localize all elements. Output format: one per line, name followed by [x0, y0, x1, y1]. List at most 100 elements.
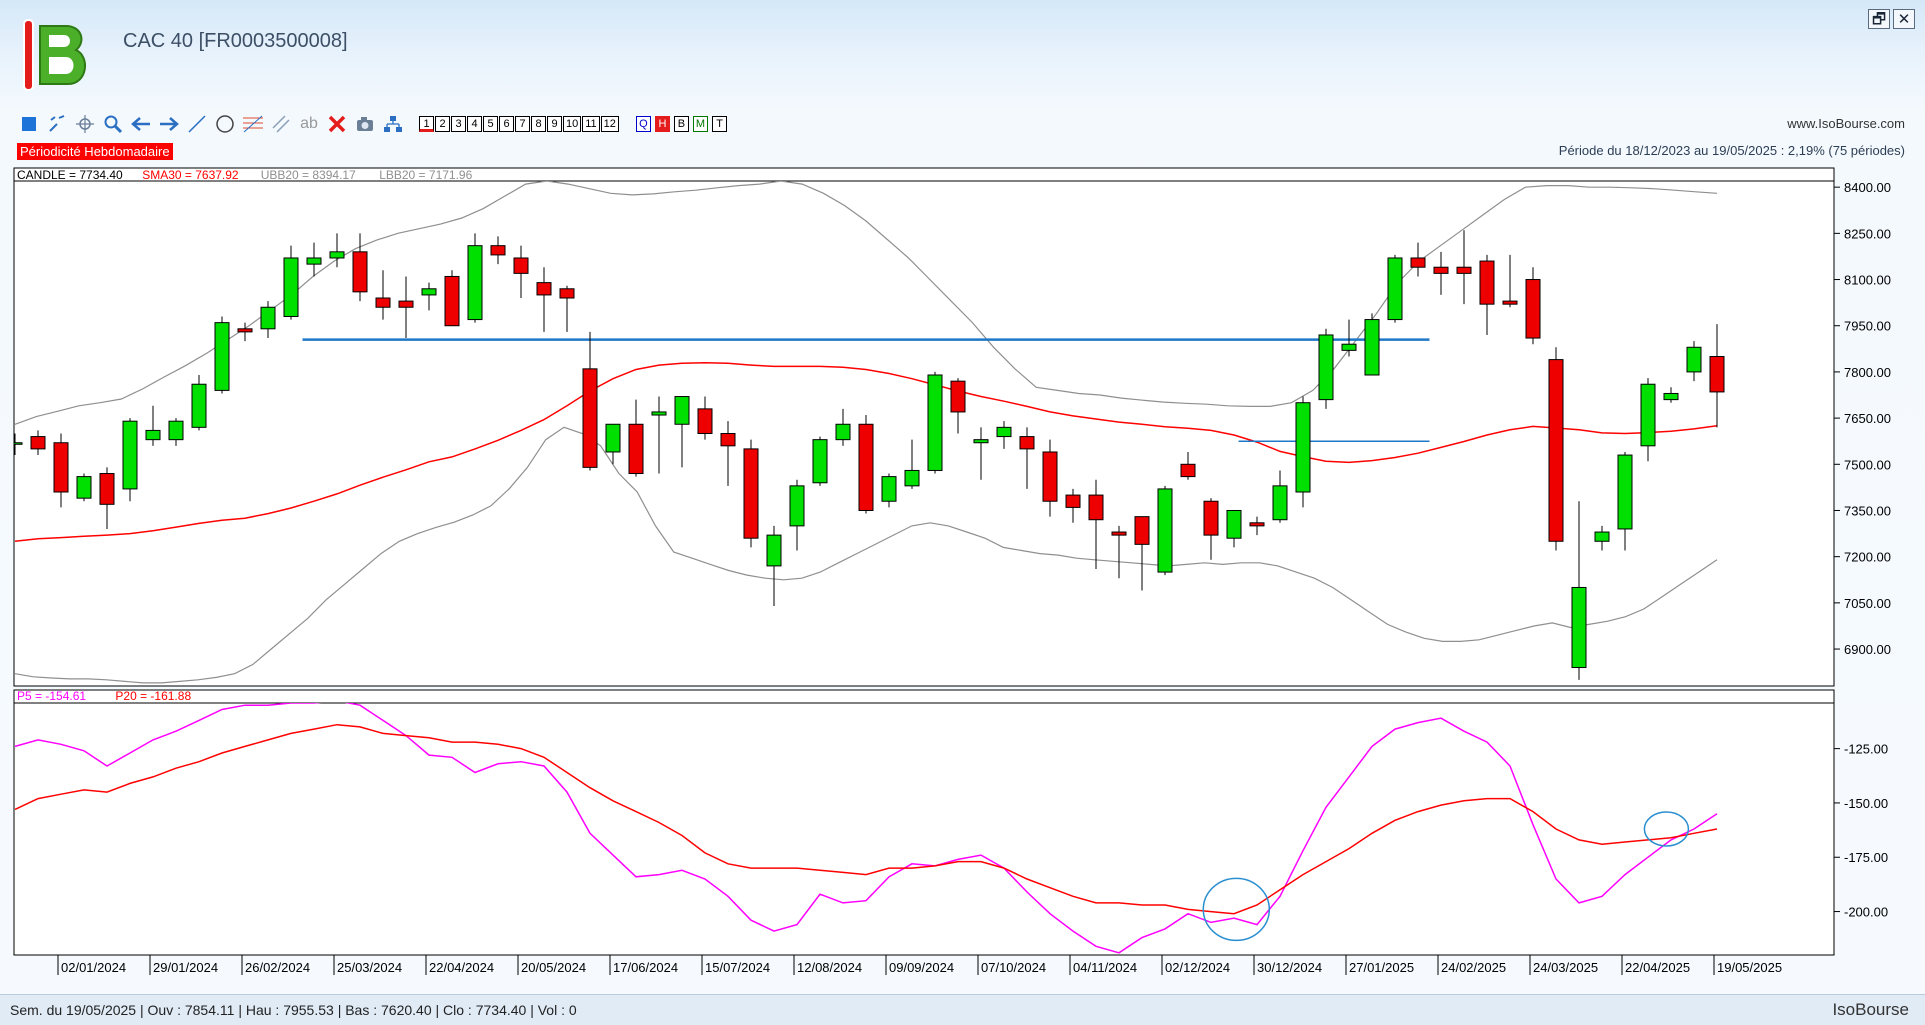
candle-up [191, 383, 207, 428]
x-tick-label: 07/10/2024 [981, 960, 1046, 975]
period-info: Période du 18/12/2023 au 19/05/2025 : 2,… [1558, 143, 1905, 158]
x-tick-label: 22/04/2025 [1625, 960, 1690, 975]
tree-icon[interactable] [381, 113, 405, 135]
text-tool-label: ab [300, 115, 318, 132]
candle-up [1571, 586, 1587, 669]
candle-up [973, 439, 989, 444]
candle-down [697, 408, 713, 434]
arrow-right-icon[interactable] [157, 113, 181, 135]
number-button-6[interactable]: 6 [499, 116, 514, 132]
oscillator-panel [13, 689, 1835, 956]
main-y-tick-label: 7500.00 [1844, 457, 1891, 472]
candle-down [582, 368, 598, 468]
number-button-9[interactable]: 9 [547, 116, 562, 132]
candle-up [1617, 454, 1633, 530]
number-button-2[interactable]: 2 [435, 116, 450, 132]
oscillator-p20-line [14, 723, 1718, 915]
status-brand: IsoBourse [1832, 1000, 1909, 1019]
number-button-10[interactable]: 10 [563, 116, 582, 132]
candle-up [605, 423, 621, 453]
candle-down [375, 297, 391, 308]
restore-window-button[interactable]: 🗗 [1868, 9, 1890, 29]
x-tick-label: 27/01/2025 [1349, 960, 1414, 975]
fibonacci-icon[interactable] [241, 113, 265, 135]
main-y-tick-label: 6900.00 [1844, 642, 1891, 657]
candle-up [1226, 509, 1242, 539]
candle-down [559, 288, 575, 299]
number-button-4[interactable]: 4 [467, 116, 482, 132]
candle-up [467, 245, 483, 321]
number-button-7[interactable]: 7 [515, 116, 530, 132]
main-legend-3: LBB20 = 7171.96 [379, 168, 472, 182]
candle-up [1157, 488, 1173, 573]
main-y-tick-label: 7800.00 [1844, 365, 1891, 380]
crosshair-icon[interactable] [73, 113, 97, 135]
site-url[interactable]: www.IsoBourse.com [1787, 116, 1905, 131]
text-icon[interactable]: ab [297, 113, 321, 135]
candle-up [674, 396, 690, 425]
candle-down [513, 257, 529, 274]
osc-y-tick-label: -175.00 [1844, 850, 1888, 865]
candle-down [720, 433, 736, 447]
candle-up [76, 476, 92, 499]
candle-down [1180, 463, 1196, 478]
main-y-tick-label: 7650.00 [1844, 411, 1891, 426]
candle-up [1341, 343, 1357, 351]
number-button-1[interactable]: 1 [419, 116, 434, 132]
x-tick-label: 04/11/2024 [1073, 960, 1137, 975]
period-button-b[interactable]: B [673, 116, 689, 132]
number-button-11[interactable]: 11 [582, 116, 600, 132]
period-button-q[interactable]: Q [635, 116, 651, 132]
number-button-3[interactable]: 3 [451, 116, 466, 132]
main-y-tick-label: 8100.00 [1844, 273, 1891, 288]
number-button-12[interactable]: 12 [600, 116, 619, 132]
main-y-tick-label: 7200.00 [1844, 550, 1891, 565]
x-tick-label: 09/09/2024 [889, 960, 954, 975]
x-tick-label: 26/02/2024 [245, 960, 310, 975]
number-button-5[interactable]: 5 [483, 116, 498, 132]
candle-up [789, 485, 805, 527]
number-buttons: 1 2 3 4 5 6 7 8 9 10 11 12 [419, 116, 620, 132]
arrow-left-icon[interactable] [129, 113, 153, 135]
period-button-m[interactable]: M [692, 116, 709, 132]
circle-icon[interactable] [213, 113, 237, 135]
main-y-tick-label: 8250.00 [1844, 226, 1891, 241]
candle-up [306, 257, 322, 265]
zoom-icon[interactable] [101, 113, 125, 135]
candle-up [214, 322, 230, 391]
candle-up [1318, 334, 1334, 401]
candle-down [444, 275, 460, 327]
x-tick-label: 12/08/2024 [797, 960, 862, 975]
candle-up [260, 306, 276, 330]
sma30-line [14, 361, 1718, 543]
square-icon[interactable] [17, 113, 41, 135]
delete-icon[interactable] [325, 113, 349, 135]
candle-down [1433, 266, 1449, 274]
lower-bollinger-band [14, 426, 1718, 684]
camera-icon[interactable] [353, 113, 377, 135]
price-chart[interactable]: CANDLE = 7734.40 SMA30 = 7637.92 UBB20 = 8… [0, 0, 1925, 1000]
x-tick-label: 24/03/2025 [1533, 960, 1598, 975]
line-icon[interactable] [185, 113, 209, 135]
close-window-button[interactable]: ✕ [1893, 9, 1915, 29]
candle-up [996, 426, 1012, 438]
osc-legend-1: P20 = -161.88 [115, 689, 191, 703]
period-button-t[interactable]: T [712, 116, 728, 132]
candle-down [1548, 359, 1564, 542]
candle-up [766, 534, 782, 567]
main-legend-2: UBB20 = 8394.17 [261, 168, 356, 182]
candle-down [628, 423, 644, 475]
candle-down [743, 448, 759, 539]
parallel-lines-icon[interactable] [269, 113, 293, 135]
draw-pen-icon[interactable] [45, 113, 69, 135]
crossover-circle-2 [1643, 811, 1690, 847]
candle-down [398, 300, 414, 308]
upper-bollinger-band [14, 181, 1718, 425]
period-button-h[interactable]: H [654, 116, 670, 132]
candle-down [99, 473, 115, 505]
number-button-8[interactable]: 8 [531, 116, 546, 132]
periodicity-label: Périodicité Hebdomadaire [17, 143, 173, 160]
main-legend-1: SMA30 = 7637.92 [142, 168, 239, 182]
candle-up [835, 423, 851, 441]
